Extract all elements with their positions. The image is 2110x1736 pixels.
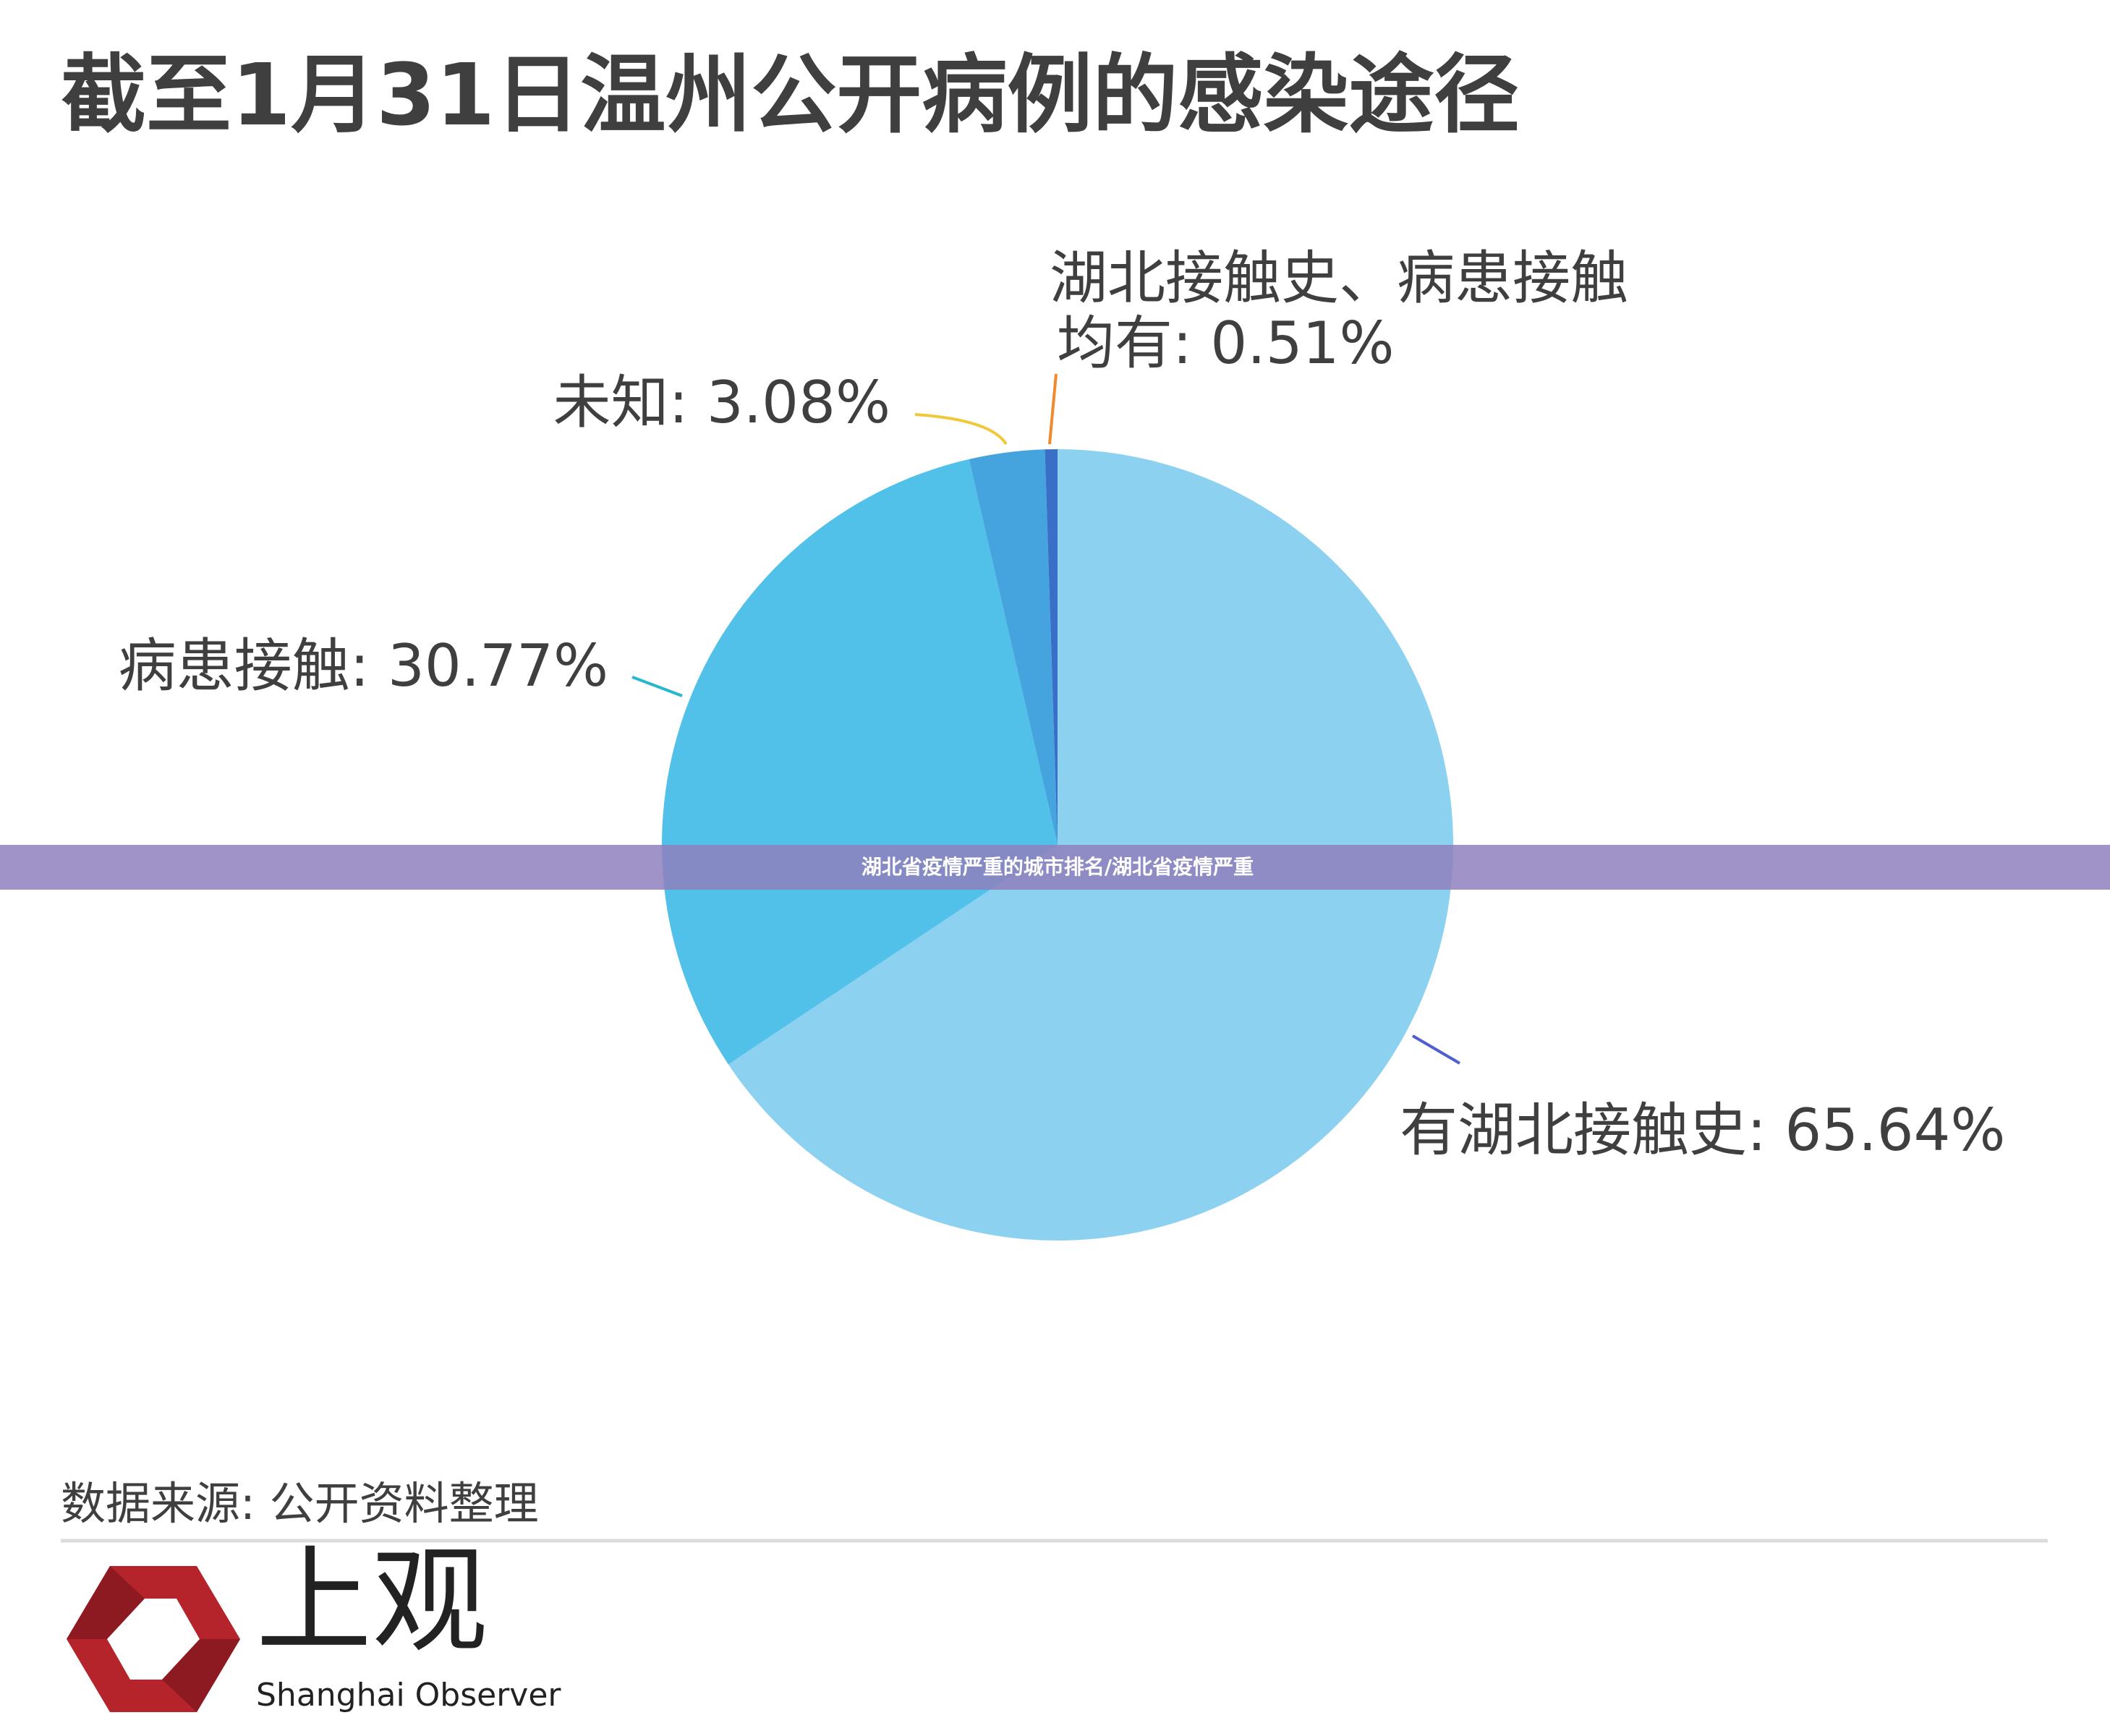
data-label: 有湖北接触史: 65.64%	[1400, 1097, 2005, 1164]
data-label: 未知: 3.08%	[553, 369, 890, 436]
pie-slice	[1045, 449, 1058, 845]
leader-line	[914, 413, 1008, 446]
banner	[0, 845, 2110, 890]
data-label: 病患接触: 30.77%	[119, 632, 608, 699]
pie-slice	[661, 459, 1058, 1065]
data-label: 均有: 0.51%	[1057, 310, 1395, 377]
leader-line	[1048, 373, 1058, 445]
leader-line	[631, 676, 683, 697]
logo-mark	[67, 1566, 240, 1712]
chart-title: 截至1月31日温州公开病例的感染途径	[61, 45, 1519, 145]
pie-slice	[969, 449, 1058, 845]
leader-line	[1411, 1034, 1461, 1065]
data-label: 湖北接触史、病患接触	[1050, 244, 1628, 312]
source: 数据来源: 公开资料整理	[61, 1477, 539, 1530]
banner-text: 湖北省疫情严重的城市排名/湖北省疫情严重	[862, 855, 1254, 879]
logo-name: 上观	[256, 1538, 488, 1667]
logo-subtitle: Shanghai Observer	[256, 1677, 561, 1714]
